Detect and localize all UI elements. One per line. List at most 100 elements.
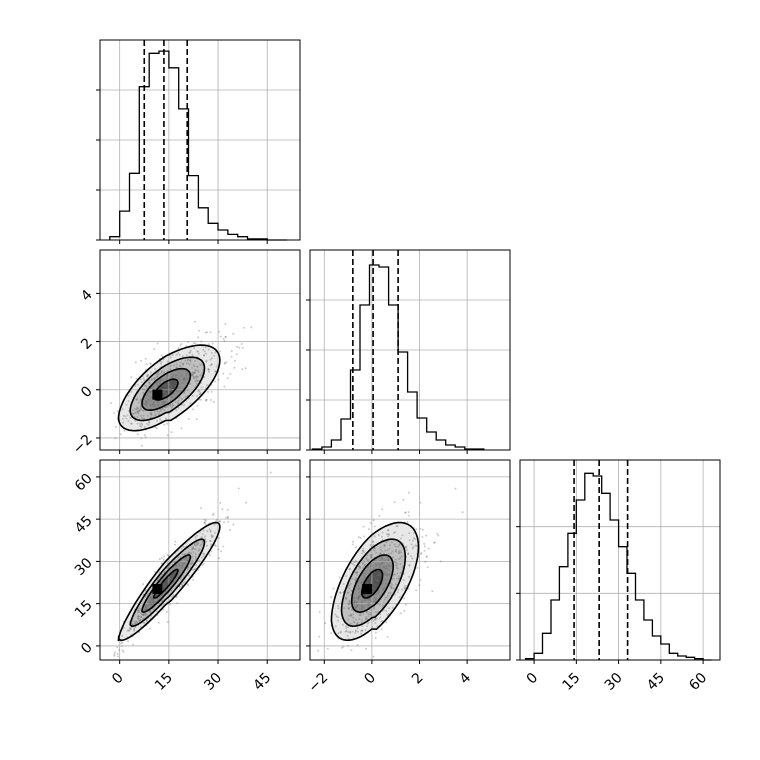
- scatter-p2-vs-p1-point: [382, 566, 385, 569]
- scatter-p2-vs-p0-point: [159, 576, 162, 579]
- scatter-p1-vs-p0-point: [163, 401, 166, 404]
- scatter-p2-vs-p0-point: [167, 554, 170, 557]
- scatter-p2-vs-p0-point: [161, 600, 164, 602]
- scatter-p2-vs-p1-point: [360, 632, 362, 635]
- xlabel-param1-label-2: 2: [409, 670, 427, 688]
- scatter-p2-vs-p0-point: [188, 552, 191, 555]
- scatter-p2-vs-p1-point: [368, 578, 371, 581]
- scatter-p2-vs-p1-point: [384, 567, 387, 570]
- scatter-p2-vs-p1-point: [353, 600, 356, 603]
- scatter-p1-vs-p0-point: [158, 411, 161, 413]
- scatter-p2-vs-p1-point: [408, 539, 411, 542]
- scatter-p1-vs-p0-point: [140, 381, 143, 384]
- scatter-p2-vs-p1-point: [317, 649, 320, 652]
- scatter-p2-vs-p1-point: [373, 547, 376, 550]
- scatter-p2-vs-p1-point: [379, 546, 382, 549]
- tick-marks: [96, 89, 704, 664]
- scatter-p1-vs-p0-point: [166, 383, 169, 385]
- scatter-p2-vs-p0-point: [150, 595, 153, 598]
- scatter-p2-vs-p0-point: [162, 585, 164, 588]
- scatter-p2-vs-p1-point: [381, 508, 384, 511]
- scatter-p1-vs-p0-point: [177, 386, 180, 389]
- scatter-p2-vs-p0-point: [229, 529, 231, 532]
- scatter-p2-vs-p0-point: [148, 603, 151, 606]
- scatter-p1-vs-p0-point: [145, 363, 148, 366]
- scatter-p2-vs-p0-point: [212, 535, 215, 538]
- scatter-p2-vs-p1-point: [357, 596, 360, 599]
- scatter-p1-vs-p0-point: [122, 414, 125, 417]
- scatter-p2-vs-p0-point: [174, 540, 177, 543]
- scatter-p2-vs-p0-point: [237, 487, 240, 490]
- scatter-p2-vs-p1-point: [345, 630, 348, 632]
- scatter-p2-vs-p0-point: [137, 615, 140, 617]
- scatter-p2-vs-p1-point: [334, 613, 337, 616]
- scatter-p2-vs-p1-point: [395, 566, 398, 569]
- scatter-p1-vs-p0-point: [164, 393, 167, 396]
- scatter-p2-vs-p0-point: [142, 613, 145, 616]
- scatter-p1-vs-p0-point: [240, 343, 243, 345]
- scatter-p1-vs-p0-point: [142, 409, 145, 412]
- scatter-p1-vs-p0-point: [139, 399, 142, 402]
- scatter-p2-vs-p1-point: [369, 580, 372, 583]
- scatter-p1-vs-p0-point: [186, 377, 189, 380]
- scatter-p2-vs-p1-point: [358, 567, 361, 570]
- scatter-p2-vs-p0-point: [191, 547, 194, 550]
- scatter-p1-vs-p0-point: [183, 377, 186, 380]
- scatter-p2-vs-p0-point: [188, 574, 191, 577]
- scatter-p2-vs-p1-point: [367, 615, 370, 618]
- scatter-p2-vs-p1-point: [334, 625, 337, 628]
- scatter-p2-vs-p0-point: [183, 562, 186, 565]
- scatter-p2-vs-p1-point: [377, 534, 380, 536]
- scatter-p2-vs-p0-point: [210, 534, 213, 537]
- scatter-p2-vs-p0-point: [181, 583, 184, 586]
- scatter-p2-vs-p0-point: [178, 572, 181, 575]
- scatter-p2-vs-p1-point: [381, 531, 384, 534]
- scatter-p2-vs-p1-point: [382, 566, 385, 569]
- scatter-p1-vs-p0-point: [204, 331, 207, 334]
- scatter-p2-vs-p1-point: [382, 561, 385, 564]
- scatter-p1-vs-p0-point: [194, 380, 197, 383]
- scatter-p2-vs-p1-point: [385, 564, 388, 567]
- scatter-p2-vs-p1-point: [376, 574, 379, 577]
- scatter-p2-vs-p0-point: [204, 521, 207, 524]
- scatter-p2-vs-p0-point: [203, 521, 206, 524]
- scatter-p2-vs-p1-point: [360, 601, 363, 604]
- xlabel-param2-label-3: 45: [644, 670, 668, 694]
- scatter-p2-vs-p0-point: [144, 612, 147, 615]
- scatter-p2-vs-p1-point: [346, 591, 349, 594]
- scatter-p1-vs-p0-point: [152, 385, 155, 388]
- scatter-p1-vs-p0-point: [187, 418, 190, 420]
- scatter-p2-vs-p1-point: [384, 578, 387, 581]
- scatter-p2-vs-p0-point: [132, 643, 135, 646]
- scatter-p1-vs-p0-point: [137, 412, 140, 415]
- scatter-p2-vs-p0-point: [146, 620, 148, 623]
- scatter-p1-vs-p0-point: [159, 381, 162, 384]
- scatter-p2-vs-p0-point: [156, 579, 159, 582]
- scatter-p2-vs-p0-point: [138, 619, 141, 622]
- scatter-p2-vs-p1-point: [358, 596, 361, 599]
- scatter-p2-vs-p1-point: [377, 572, 380, 574]
- scatter-p1-vs-p0-point: [170, 396, 172, 399]
- scatter-p1-vs-p0-point: [162, 358, 165, 361]
- scatter-p2-vs-p1-point: [382, 587, 385, 589]
- scatter-p1-vs-p0-point: [196, 382, 199, 385]
- scatter-p1-vs-p0-point: [132, 412, 135, 415]
- scatter-p2-vs-p1-point: [437, 534, 440, 537]
- scatter-p1-vs-p0-point: [142, 418, 145, 420]
- scatter-p1-vs-p0-point: [153, 378, 156, 381]
- scatter-p1-vs-p0-point: [165, 417, 168, 420]
- scatter-p1-vs-p0-point: [149, 405, 152, 407]
- scatter-p2-vs-p1-point: [401, 588, 404, 591]
- scatter-p2-vs-p0-point: [189, 562, 192, 565]
- scatter-p2-vs-p0-point: [133, 620, 136, 623]
- scatter-p2-vs-p0-point: [140, 615, 143, 618]
- scatter-p1-vs-p0-point: [182, 378, 185, 381]
- scatter-p2-vs-p0-point: [191, 560, 193, 563]
- scatter-p2-vs-p1-point: [382, 601, 385, 604]
- hist-param2-step: [524, 472, 712, 661]
- scatter-p1-vs-p0-point: [207, 348, 210, 351]
- scatter-p1-vs-p0-point: [165, 392, 168, 394]
- scatter-p1-vs-p0-point: [178, 379, 181, 382]
- scatter-p1-vs-p0-point: [196, 369, 199, 372]
- scatter-p2-vs-p1-point: [381, 558, 384, 561]
